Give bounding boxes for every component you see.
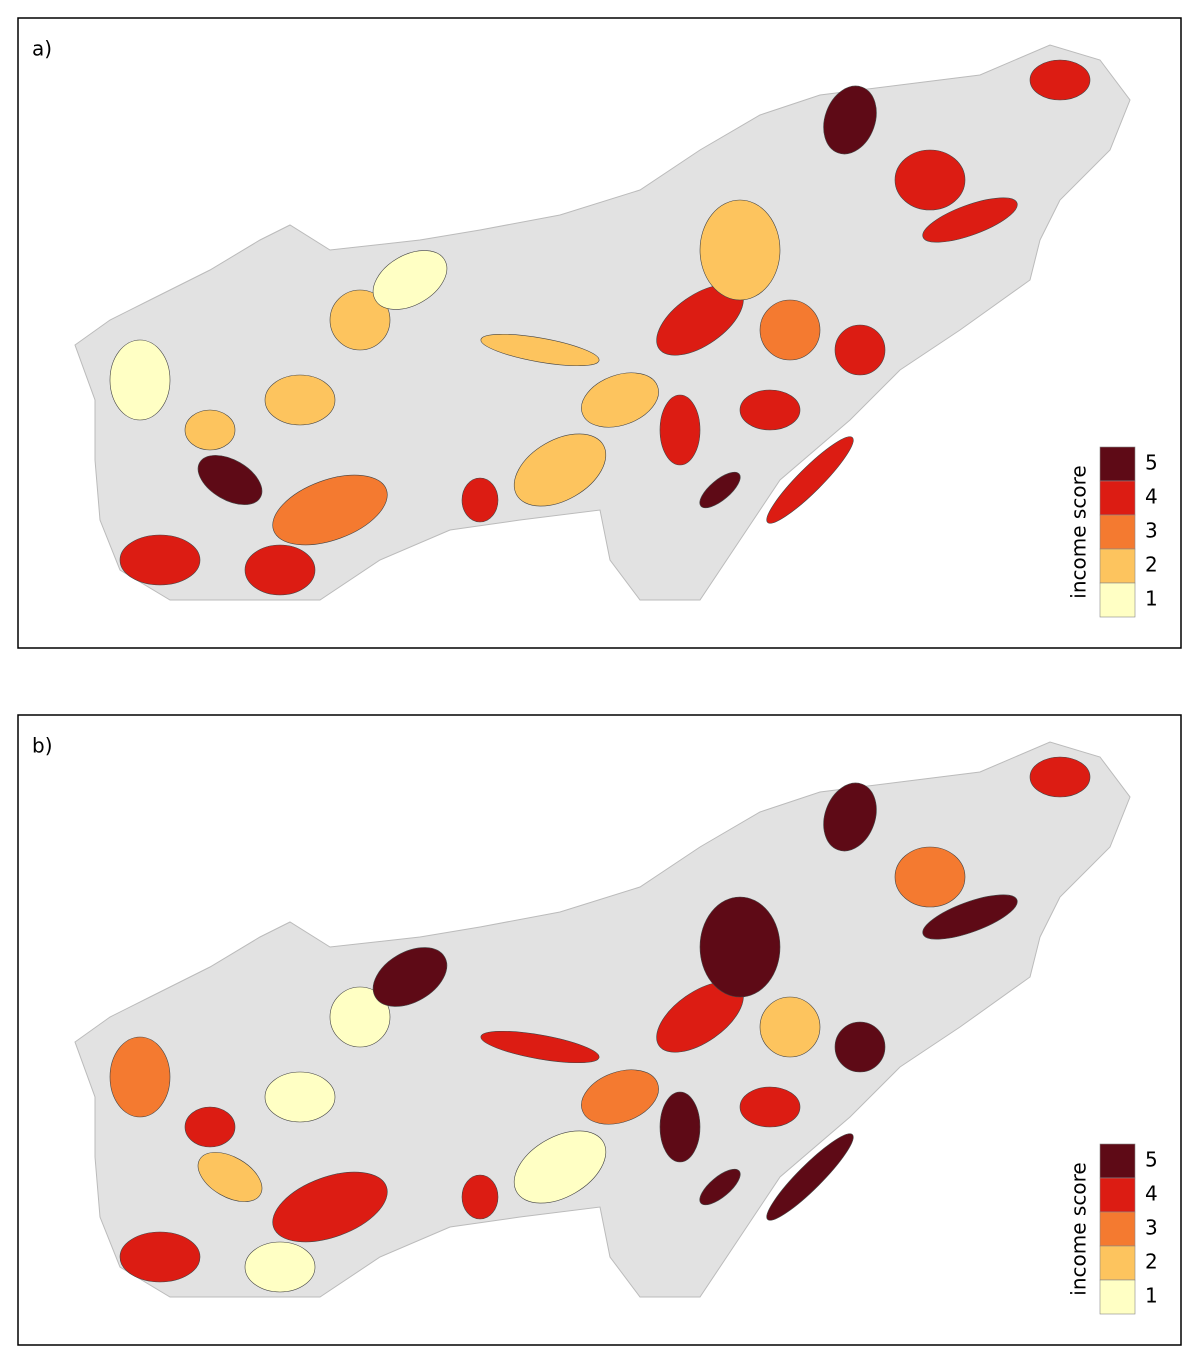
region <box>109 1036 171 1118</box>
legend-label: 3 <box>1145 1216 1158 1240</box>
region <box>109 339 171 421</box>
region <box>894 846 966 908</box>
region <box>759 996 821 1058</box>
region <box>329 986 391 1048</box>
region <box>699 896 781 998</box>
region <box>834 324 886 376</box>
region <box>922 894 1018 940</box>
legend-swatch <box>1099 548 1136 584</box>
land-area <box>74 741 1131 1298</box>
region <box>513 1130 607 1204</box>
region <box>372 947 448 1007</box>
legend-swatch <box>1099 1211 1136 1247</box>
legend-label: 1 <box>1145 587 1158 611</box>
region <box>513 433 607 507</box>
region <box>197 1152 263 1202</box>
region <box>119 534 201 586</box>
region <box>699 1168 741 1206</box>
region <box>699 471 741 509</box>
region <box>766 436 854 524</box>
region <box>372 250 448 310</box>
region <box>461 1174 499 1220</box>
legend-label: 3 <box>1145 519 1158 543</box>
region <box>184 409 236 451</box>
legend-label: 1 <box>1145 1284 1158 1308</box>
region <box>823 85 877 155</box>
region <box>264 374 336 426</box>
region <box>1029 756 1091 798</box>
legend-swatch <box>1099 480 1136 516</box>
region <box>922 197 1018 243</box>
legend-title: income score <box>1067 1162 1091 1295</box>
region <box>244 544 316 596</box>
legend-swatch <box>1099 1143 1136 1179</box>
region <box>659 1091 701 1163</box>
legend-label: 4 <box>1145 1182 1158 1206</box>
panel-label: b) <box>32 734 53 758</box>
region <box>272 1171 388 1243</box>
map-panel: b) 5 4 3 2 1 income score <box>17 714 1182 1346</box>
legend-swatch <box>1099 1245 1136 1281</box>
region <box>1029 59 1091 101</box>
region <box>480 1030 600 1064</box>
region <box>480 333 600 367</box>
region <box>264 1071 336 1123</box>
legend-label: 2 <box>1145 553 1158 577</box>
legend-label: 2 <box>1145 1250 1158 1274</box>
panel-label: a) <box>32 37 52 61</box>
land-area <box>74 44 1131 601</box>
region <box>823 782 877 852</box>
region <box>739 389 801 431</box>
region <box>461 477 499 523</box>
legend-swatch <box>1099 1177 1136 1213</box>
legend-swatch <box>1099 514 1136 550</box>
map-panel: a) 5 4 3 2 1 income score <box>17 17 1182 649</box>
legend-label: 5 <box>1145 1148 1158 1172</box>
region <box>272 474 388 546</box>
legend-title: income score <box>1067 465 1091 598</box>
region <box>119 1231 201 1283</box>
legend-label: 4 <box>1145 485 1158 509</box>
region <box>894 149 966 211</box>
region <box>759 299 821 361</box>
legend-swatch <box>1099 446 1136 482</box>
region <box>244 1241 316 1293</box>
region <box>699 199 781 301</box>
legend-label: 5 <box>1145 451 1158 475</box>
region <box>659 394 701 466</box>
region <box>329 289 391 351</box>
legend-swatch <box>1099 582 1136 618</box>
region <box>581 372 659 428</box>
region <box>766 1133 854 1221</box>
region <box>184 1106 236 1148</box>
legend-swatch <box>1099 1279 1136 1315</box>
region <box>834 1021 886 1073</box>
region <box>581 1069 659 1125</box>
region <box>197 455 263 505</box>
region <box>739 1086 801 1128</box>
